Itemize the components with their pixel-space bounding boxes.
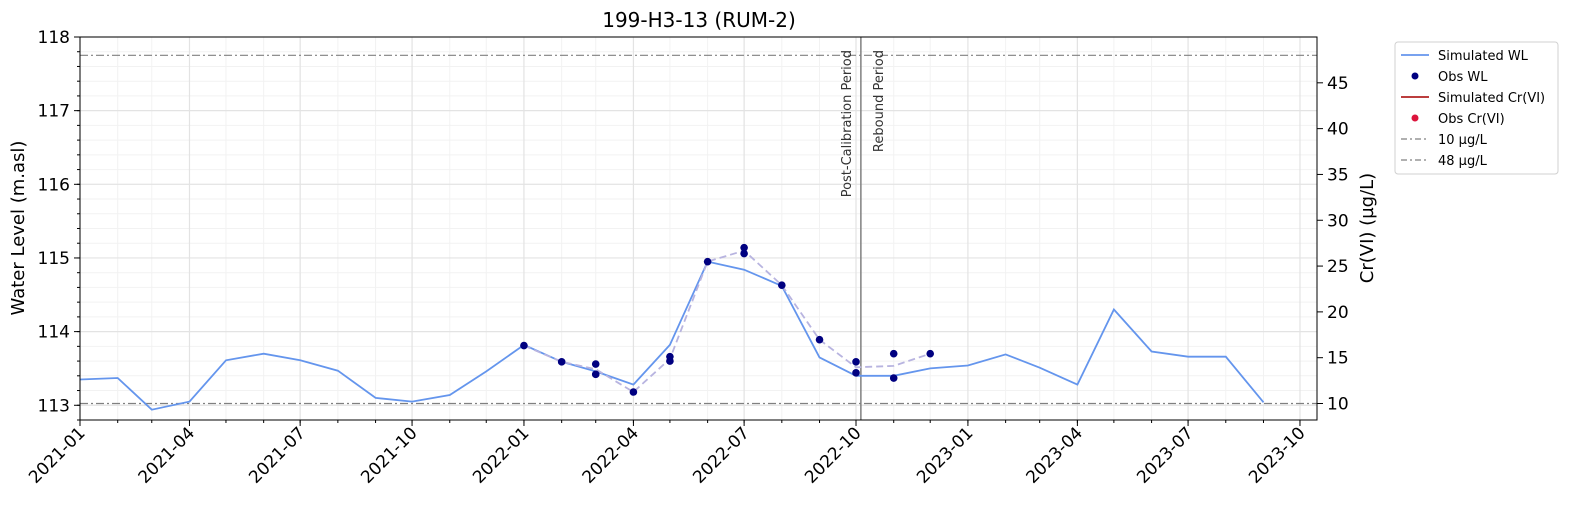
obs-wl-point [740,243,748,252]
obs-wl-trend-line [523,249,931,394]
obs-wl-point [520,341,528,350]
obs-wl-point [889,374,898,382]
y-axis-label: Water Level (m.asl) [8,141,29,316]
obs-wl-point [591,360,600,368]
y2-axis-label: Cr(VI) (µg/L) [1357,173,1378,283]
obs-wl-point [852,369,860,377]
y-tick-label: 116 [38,175,70,195]
y2-tick-label: 20 [1327,303,1349,323]
legend-box [1394,41,1559,175]
legend-swatch-dot [1411,114,1419,122]
legend-label: 10 µg/L [1438,133,1488,148]
rebound-period-label: Rebound Period [872,50,887,152]
y2-tick-label: 15 [1327,349,1349,369]
legend-label: Simulated WL [1438,49,1529,64]
obs-wl-point [591,370,600,379]
y2-tick-label: 40 [1327,120,1349,140]
obs-wl-point [778,281,786,290]
y2-tick-label: 25 [1327,257,1349,277]
chart-title: 199-H3-13 (RUM-2) [602,8,796,32]
y2-tick-label: 35 [1327,165,1349,185]
obs-wl-point [629,388,638,396]
obs-wl-point [703,257,712,266]
simulated-wl-line [79,260,1265,411]
y2-tick-label: 30 [1327,211,1349,231]
legend-label: Simulated Cr(VI) [1438,91,1545,106]
y-tick-label: 114 [38,323,70,343]
obs-wl-point [815,335,824,344]
y-tick-label: 113 [38,396,70,416]
plot-frame [79,36,1318,421]
legend-label: Obs Cr(VI) [1438,112,1505,127]
obs-wl-point [666,357,674,365]
y-tick-label: 118 [38,28,70,48]
y-tick-label: 117 [38,102,70,122]
y-tick-label: 115 [38,249,70,269]
obs-wl-point [852,358,860,366]
legend-label: Obs WL [1438,70,1488,85]
obs-wl-point [740,249,748,258]
legend-label: 48 µg/L [1438,154,1488,169]
obs-wl-point [889,349,898,358]
y2-tick-label: 45 [1327,74,1349,94]
legend: Simulated WL Obs WL Simulated Cr(VI) Obs Cr… [1394,41,1559,175]
obs-wl-point [926,349,935,358]
obs-wl-point [557,358,566,366]
post-calibration-label: Post-Calibration Period [840,50,855,197]
legend-swatch-dot [1411,72,1419,80]
y2-tick-label: 10 [1327,395,1349,415]
